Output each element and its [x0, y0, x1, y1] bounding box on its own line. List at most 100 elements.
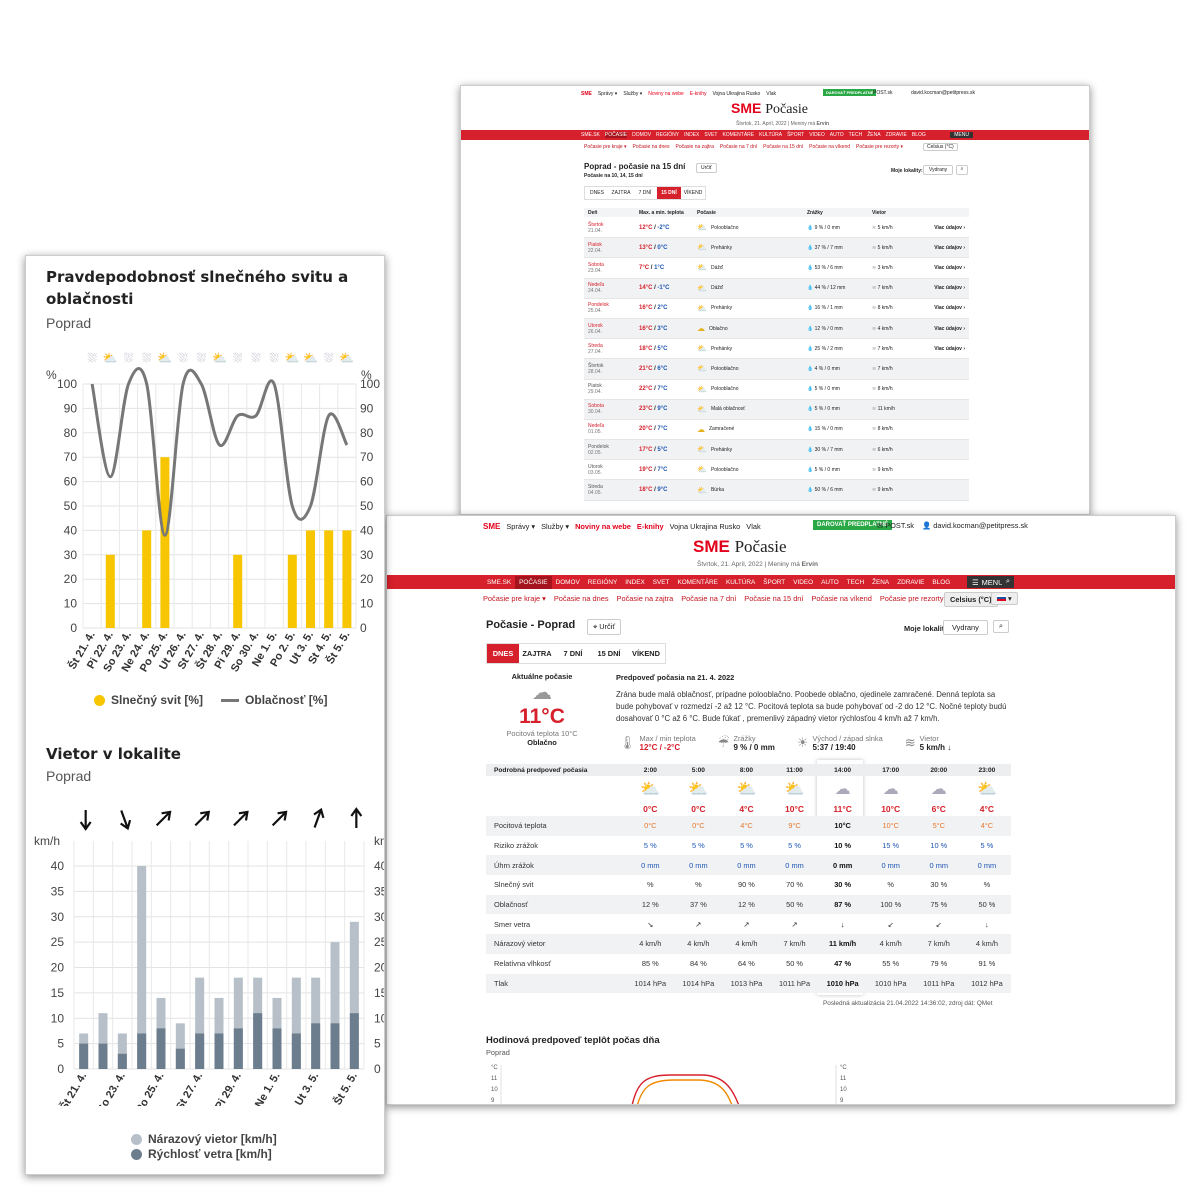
unit-select[interactable]: Celsius (°C)	[923, 143, 958, 151]
tab-15-days[interactable]: 15 DNÍ	[657, 187, 681, 199]
nav-item[interactable]: POČASIE	[604, 132, 628, 138]
tab-7-days[interactable]: 7 DNÍ	[638, 190, 652, 196]
nav-item[interactable]: ŠPORT	[787, 132, 805, 138]
site-brand[interactable]: SME Počasie	[693, 537, 787, 557]
tab-tomorrow[interactable]: ZAJTRA	[522, 649, 552, 658]
location-search-icon[interactable]: ⌕	[993, 620, 1009, 633]
forecast-row[interactable]: Streda 04.05. 18°C / 9°C ⛅ Búrka 💧 50 % / 6 m…	[584, 480, 969, 501]
more-link[interactable]: Viac údajov ›	[934, 244, 965, 251]
nav-item[interactable]: VIDEO	[809, 132, 825, 138]
top-link[interactable]: E-knihy	[689, 91, 707, 97]
top-link[interactable]: Služby ▾	[623, 91, 643, 97]
top-link[interactable]: Noviny na webe	[648, 91, 684, 97]
crumb-link[interactable]: Počasie na dnes	[553, 594, 609, 603]
nav-item[interactable]: DOMOV	[632, 132, 652, 138]
post-link[interactable]: ✉ POST.sk	[877, 521, 914, 530]
more-link[interactable]: Viac údajov ›	[934, 345, 965, 352]
top-link[interactable]: Služby ▾	[541, 521, 570, 531]
post-link[interactable]: POST.sk	[873, 90, 893, 96]
locate-button[interactable]: ⌖ Určiť	[587, 619, 622, 635]
nav-item[interactable]: REGIÓNY	[587, 578, 618, 586]
top-link[interactable]: Vojna Ukrajina Rusko	[669, 521, 741, 531]
top-link[interactable]: Vlak	[746, 521, 761, 531]
nav-item[interactable]: ŽENA	[872, 578, 890, 586]
nav-item[interactable]: AUTO	[821, 578, 839, 586]
forecast-row[interactable]: Nedeľa 01.05. 20°C / 7°C ☁ Zamračené 💧 15 % /…	[584, 419, 969, 441]
search-icon[interactable]: ⌕	[1002, 576, 1014, 588]
language-select[interactable]: ▾	[991, 592, 1018, 605]
sme-logo[interactable]: SME	[483, 521, 501, 531]
tab-7-days[interactable]: 7 DNÍ	[563, 649, 583, 658]
tab-weekend[interactable]: VÍKEND	[632, 649, 660, 658]
tab-15-days[interactable]: 15 DNÍ	[597, 649, 621, 658]
crumb-link[interactable]: Počasie pre kraje ▾	[584, 144, 627, 150]
nav-item[interactable]: TECH	[848, 132, 863, 138]
nav-item[interactable]: TECH	[846, 578, 865, 586]
more-link[interactable]: Viac údajov ›	[934, 305, 965, 312]
crumb-link[interactable]: Počasie na víkend	[809, 144, 851, 150]
sme-logo[interactable]: SME	[581, 91, 592, 97]
subscribe-button[interactable]: DAROVAŤ PREDPLATNÉ	[813, 520, 893, 530]
forecast-row[interactable]: Utorok 26.04. 16°C / 3°C ☁ Oblačno 💧 12 % / 0…	[584, 318, 969, 340]
crumb-link[interactable]: Počasie na 15 dní	[763, 144, 804, 150]
nav-item[interactable]: REGIÓNY	[656, 132, 680, 138]
crumb-link[interactable]: Počasie na 7 dní	[681, 594, 737, 603]
my-location-button[interactable]: Vydrany	[943, 620, 988, 635]
tab-today[interactable]: DNES	[487, 644, 519, 663]
nav-item[interactable]: POČASIE	[515, 575, 552, 589]
nav-item[interactable]: SME.SK	[581, 132, 600, 138]
nav-item[interactable]: KOMENTÁRE	[722, 132, 755, 138]
crumb-link[interactable]: Počasie na 7 dní	[719, 144, 758, 150]
nav-item[interactable]: ZDRAVIE	[897, 578, 925, 586]
crumb-link[interactable]: Počasie na dnes	[632, 144, 670, 150]
top-link[interactable]: E-knihy	[636, 521, 664, 531]
forecast-row[interactable]: Sobota 23.04. 7°C / 1°C ⛅ Dážď 💧 53 % / 6 mm ≋…	[584, 258, 969, 279]
crumb-link[interactable]: Počasie pre kraje ▾	[483, 594, 546, 603]
forecast-row[interactable]: Piatok 22.04. 13°C / 0°C ⛅ Prehánky 💧 37 % / …	[584, 238, 969, 259]
menu-button[interactable]: ☰ MENU	[967, 576, 1009, 588]
forecast-row[interactable]: Sobota 30.04. 23°C / 9°C ⛅ Malá oblačnosť 💧 5…	[584, 399, 969, 420]
user-email[interactable]: david.kocman@petitpress.sk	[911, 90, 975, 96]
more-link[interactable]: Viac údajov ›	[934, 325, 965, 332]
more-link[interactable]: Viac údajov ›	[934, 224, 965, 231]
nav-item[interactable]: BLOG	[911, 132, 926, 138]
my-location-button[interactable]: Vydrany	[923, 165, 954, 175]
unit-select[interactable]: Celsius (°C)	[944, 592, 998, 607]
more-link[interactable]: Viac údajov ›	[934, 264, 965, 271]
tab-today[interactable]: DNES	[590, 190, 604, 196]
nav-item[interactable]: ZDRAVIE	[885, 132, 907, 138]
tab-tomorrow[interactable]: ZAJTRA	[611, 190, 631, 196]
top-link[interactable]: Noviny na webe	[575, 521, 631, 531]
nav-item[interactable]: INDEX	[625, 578, 645, 586]
nav-item[interactable]: KULTÚRA	[759, 132, 783, 138]
user-link[interactable]: 👤 david.kocman@petitpress.sk	[922, 521, 1028, 530]
nav-item[interactable]: SVET	[704, 132, 718, 138]
crumb-link[interactable]: Počasie na 15 dní	[744, 594, 804, 603]
nav-item[interactable]: ŽENA	[867, 132, 881, 138]
nav-item[interactable]: SVET	[652, 578, 670, 586]
crumb-link[interactable]: Počasie na zajtra	[616, 594, 674, 603]
forecast-row[interactable]: Piatok 29.04. 22°C / 7°C ⛅ Polooblačno 💧 5 % …	[584, 379, 969, 400]
nav-item[interactable]: BLOG	[932, 578, 951, 586]
forecast-row[interactable]: Streda 27.04. 18°C / 5°C ⛅ Prehánky 💧 25 % / …	[584, 339, 969, 360]
nav-item[interactable]: KOMENTÁRE	[677, 578, 718, 586]
nav-item[interactable]: SME.SK	[487, 578, 512, 586]
forecast-row[interactable]: Štvrtok 28.04. 21°C / 6°C ⛅ Polooblačno 💧 4 %…	[584, 359, 969, 380]
forecast-row[interactable]: Utorok 03.05. 19°C / 7°C ⛅ Polooblačno 💧 5 % …	[584, 460, 969, 481]
site-brand[interactable]: SME Počasie	[731, 100, 808, 118]
more-link[interactable]: Viac údajov ›	[934, 285, 965, 292]
nav-item[interactable]: ŠPORT	[763, 578, 786, 586]
top-link[interactable]: Vlak	[766, 91, 777, 97]
forecast-row[interactable]: Štvrtok 21.04. 12°C / -2°C ⛅ Polooblačno 💧 9 …	[584, 218, 969, 239]
subscribe-button[interactable]: DAROVAŤ PREDPLATNÉ	[823, 89, 877, 96]
top-link[interactable]: Správy ▾	[506, 521, 536, 531]
nav-item[interactable]: AUTO	[829, 132, 844, 138]
top-link[interactable]: Správy ▾	[597, 91, 618, 97]
nav-item[interactable]: KULTÚRA	[725, 578, 756, 586]
crumb-link[interactable]: Počasie na víkend	[811, 594, 872, 603]
locate-button[interactable]: Určiť	[696, 163, 717, 173]
crumb-link[interactable]: Počasie pre rezorty ▾	[856, 144, 903, 150]
forecast-row[interactable]: Pondelok 25.04. 16°C / 2°C ⛅ Prehánky 💧 16 % …	[584, 298, 969, 319]
search-icon[interactable]: ⌕	[956, 165, 968, 175]
crumb-link[interactable]: Počasie pre rezorty ▾	[879, 594, 950, 603]
